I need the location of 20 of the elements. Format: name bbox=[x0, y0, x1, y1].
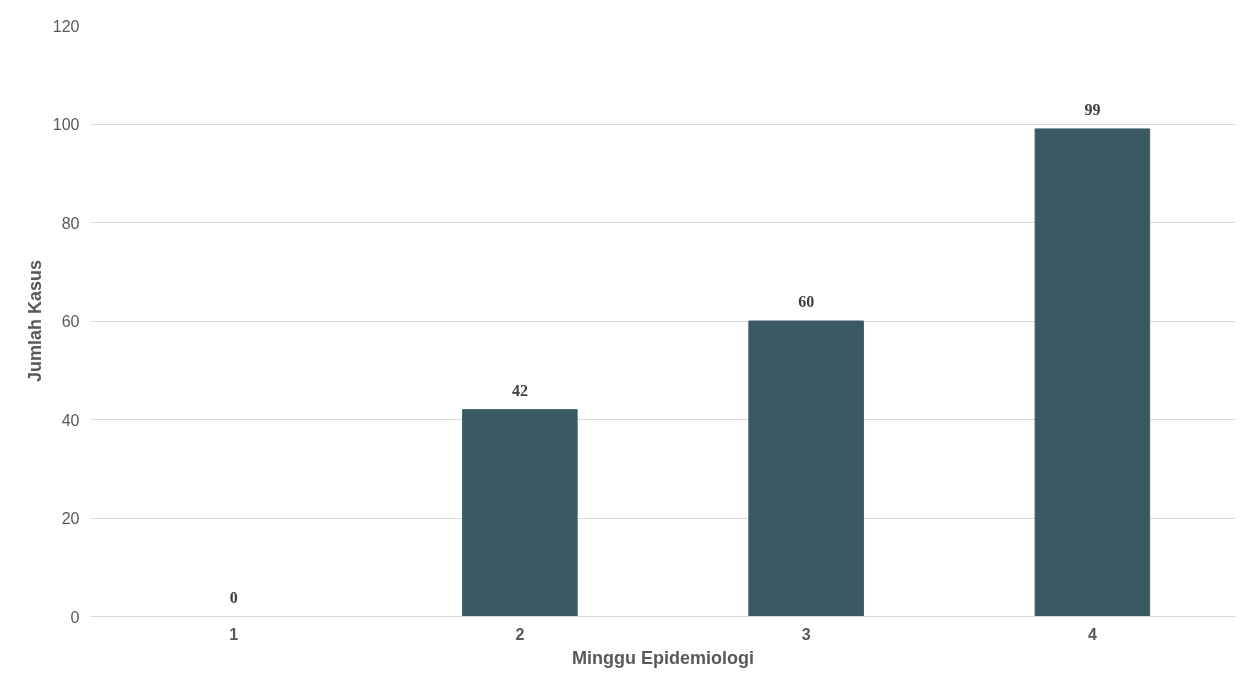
y-axis-title: Jumlah Kasus bbox=[24, 259, 45, 383]
x-tick-label: 3 bbox=[801, 625, 811, 643]
y-tick-label: 0 bbox=[70, 608, 80, 626]
data-label: 99 bbox=[1084, 100, 1101, 118]
bar bbox=[748, 320, 864, 617]
x-axis-title: Minggu Epidemiologi bbox=[572, 647, 754, 668]
bar bbox=[1034, 128, 1151, 617]
data-label: 0 bbox=[229, 588, 238, 606]
y-tick-label: 100 bbox=[52, 116, 80, 133]
y-tick-label: 60 bbox=[61, 313, 80, 330]
y-tick-label: 20 bbox=[61, 510, 80, 527]
x-tick-label: 1 bbox=[229, 625, 239, 643]
y-tick-label: 80 bbox=[61, 214, 80, 232]
y-tick-label: 120 bbox=[52, 17, 80, 35]
x-tick-label: 4 bbox=[1087, 625, 1097, 643]
x-tick-label: 2 bbox=[515, 625, 525, 643]
bar bbox=[462, 409, 578, 617]
y-tick-label: 40 bbox=[61, 411, 80, 429]
data-label: 42 bbox=[511, 381, 528, 399]
data-label: 60 bbox=[798, 293, 815, 310]
